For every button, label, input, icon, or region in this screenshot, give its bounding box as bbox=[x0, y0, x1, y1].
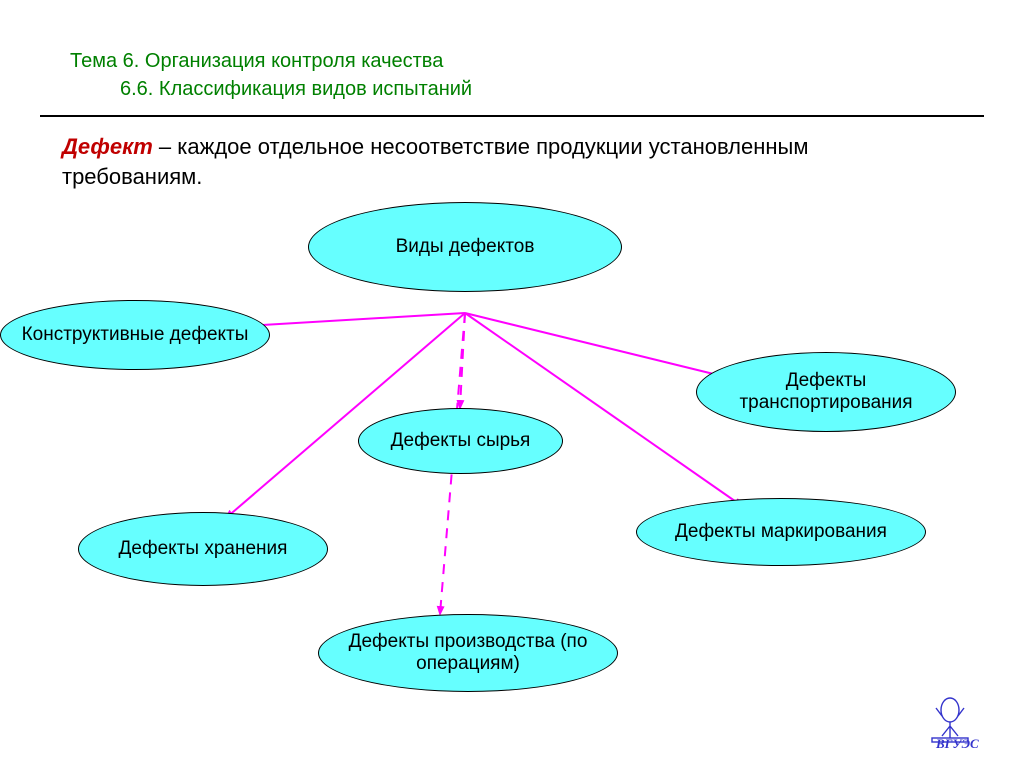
node-raw: Дефекты сырья bbox=[358, 408, 563, 474]
node-root: Виды дефектов bbox=[308, 202, 622, 292]
arrow-to-raw bbox=[460, 313, 465, 408]
node-constr: Конструктивные дефекты bbox=[0, 300, 270, 370]
definition-block: Дефект – каждое отдельное несоответствие… bbox=[62, 132, 912, 191]
svg-text:ВГУЭС: ВГУЭС bbox=[935, 736, 979, 750]
header-divider bbox=[40, 115, 984, 117]
definition-term: Дефект bbox=[62, 134, 153, 159]
arrow-to-marking bbox=[465, 313, 742, 506]
slide: Тема 6. Организация контроля качества 6.… bbox=[0, 0, 1024, 768]
node-prod: Дефекты производства (по операциям) bbox=[318, 614, 618, 692]
node-transport: Дефекты транспортирования bbox=[696, 352, 956, 432]
header-line-1: Тема 6. Организация контроля качества bbox=[70, 50, 443, 73]
header-line-2: 6.6. Классификация видов испытаний bbox=[120, 78, 472, 101]
node-storage: Дефекты хранения bbox=[78, 512, 328, 586]
arrow-to-constr bbox=[246, 313, 465, 326]
definition-text: – каждое отдельное несоответствие продук… bbox=[62, 134, 808, 189]
node-marking: Дефекты маркирования bbox=[636, 498, 926, 566]
arrow-to-transport bbox=[465, 313, 730, 378]
logo: ВГУЭС bbox=[928, 688, 1000, 750]
